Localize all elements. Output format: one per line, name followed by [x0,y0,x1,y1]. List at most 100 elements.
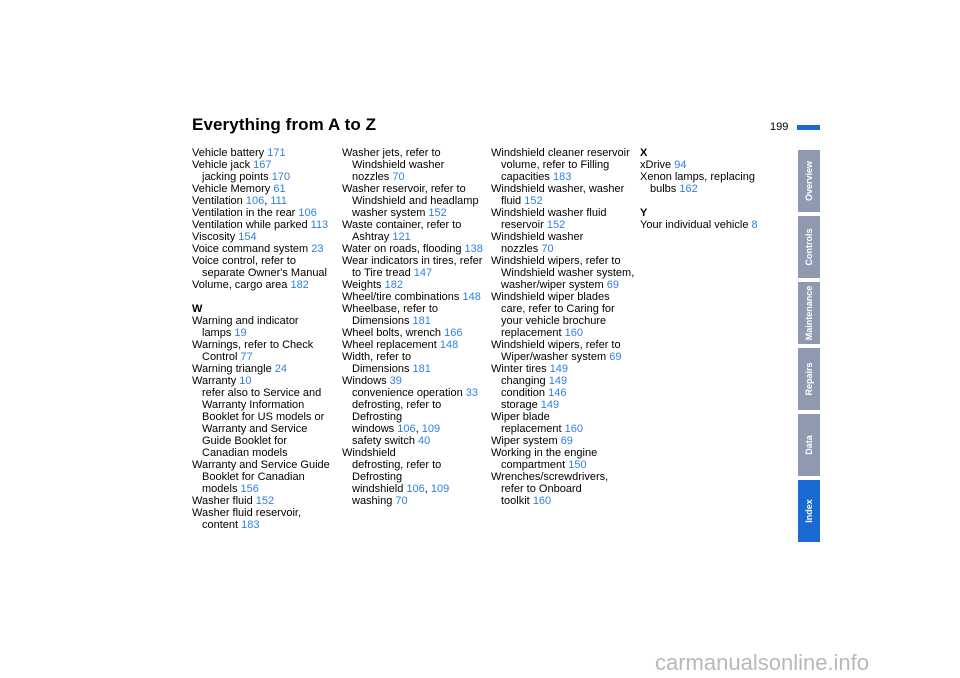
page-reference-link[interactable]: 152 [524,195,543,207]
page-reference-link[interactable]: 146 [548,387,567,399]
index-entry-text: storage [501,399,538,411]
index-entry-text: Ventilation while parked [192,219,308,231]
page-reference-link[interactable]: 149 [548,375,568,387]
index-entry: refer also to Service and [192,387,334,399]
page-reference-link[interactable]: 69 [560,435,573,447]
page-reference-link[interactable]: 106 [245,195,265,207]
page-reference-link[interactable]: 147 [413,267,433,279]
page-reference-link[interactable]: 10 [239,375,252,387]
page-reference-link[interactable]: 8 [751,219,758,231]
page-reference-link[interactable]: 160 [564,423,583,435]
index-entry-text: Windshield washer fluid [491,207,607,219]
page-reference-link[interactable]: 162 [679,183,698,195]
page-reference-link[interactable]: 149 [540,399,560,411]
index-entry-text: capacities [501,171,550,183]
index-entry: Windshield wiper blades [491,291,633,303]
index-entry: xDrive 94 [640,159,782,171]
page-reference-link[interactable]: 61 [273,183,286,195]
page-reference-link[interactable]: 170 [271,171,291,183]
page-reference-link[interactable]: 39 [389,375,402,387]
index-entry-text: Windshield [342,447,396,459]
page-reference-link[interactable]: 111 [270,195,288,207]
page-reference-link[interactable]: 23 [311,243,324,255]
index-entry-text: Booklet for Canadian [202,471,305,483]
page-reference-link[interactable]: 182 [290,279,309,291]
index-entry-text: washer system [352,207,426,219]
page-reference-link[interactable]: 138 [464,243,483,255]
tab-data[interactable]: Data [798,414,820,476]
index-entry: convenience operation 33 [342,387,484,399]
page-reference-link[interactable]: 24 [274,363,287,375]
page-reference-link[interactable]: 148 [462,291,481,303]
tab-overview[interactable]: Overview [798,150,820,212]
index-entry-text: Water on roads, flooding [342,243,462,255]
page-reference-link[interactable]: 40 [418,435,431,447]
page-reference-link[interactable]: 152 [255,495,275,507]
page-reference-link[interactable]: 182 [384,279,403,291]
index-entry: Working in the engine [491,447,633,459]
index-entry: windshield 106, 109 [352,483,450,495]
index-entry: volume, refer to Filling [491,159,633,171]
index-entry: compartment 150 [491,459,633,471]
page-reference-link[interactable]: 121 [392,231,411,243]
page-reference-link[interactable]: 106 [298,207,317,219]
page-reference-link[interactable]: 94 [674,159,687,171]
page-reference-link[interactable]: 106 [397,423,416,435]
index-entry-text: your vehicle brochure [501,315,607,327]
page-reference-link[interactable]: 113 [310,219,329,231]
index-entry-text: Vehicle Memory [192,183,271,195]
page-reference-link[interactable]: 69 [606,279,620,291]
page-reference-link[interactable]: 181 [412,363,431,375]
index-entry: storage 149 [491,399,633,411]
index-entry: Width, refer to [342,351,484,363]
tab-controls[interactable]: Controls [798,216,820,278]
tab-repairs[interactable]: Repairs [798,348,820,410]
page-reference-link[interactable]: 77 [240,351,253,363]
index-entry: Dimensions 181 [342,363,484,375]
page-reference-link[interactable]: 171 [267,147,286,159]
page-reference-link[interactable]: 150 [568,459,587,471]
page-reference-link[interactable]: 148 [439,339,459,351]
page-reference-link[interactable]: 181 [412,315,431,327]
page-reference-link[interactable]: 166 [444,327,463,339]
index-entry: Warranty and Service [192,423,334,435]
index-entry-text: Windshield wiper blades [491,291,610,303]
page-reference-link[interactable]: 109 [430,483,450,495]
page-reference-link[interactable]: 19 [234,327,247,339]
page-reference-link[interactable]: 149 [549,363,569,375]
index-entry-text: Wheel replacement [342,339,437,351]
index-entry-text: Washer jets, refer to [342,147,441,159]
page-reference-link[interactable]: 70 [392,171,405,183]
index-entry-text: xDrive [640,159,672,171]
tab-maintenance[interactable]: Maintenance [798,282,820,344]
page-reference-link[interactable]: 106 [406,483,425,495]
page-reference-link[interactable]: 156 [240,483,259,495]
index-entry-text: Wiper blade [491,411,550,423]
page-reference-link[interactable]: 152 [428,207,447,219]
page-reference-link[interactable]: 33 [465,387,479,399]
index-entry-text: Volume, cargo area [192,279,288,291]
page-reference-link[interactable]: 69 [609,351,622,363]
page-reference-link[interactable]: 154 [238,231,257,243]
page-reference-link[interactable]: 160 [532,495,552,507]
index-entry: Washer reservoir, refer to [342,183,484,195]
page-reference-link[interactable]: 70 [395,495,408,507]
page-reference-link[interactable]: 160 [564,327,583,339]
index-entry: Windshield [342,447,484,459]
index-entry: Ashtray 121 [342,231,484,243]
page-reference-link[interactable]: 152 [546,219,566,231]
tab-index[interactable]: Index [798,480,820,542]
index-entry: Windshield wipers, refer to [491,339,633,351]
index-entry: replacement 160 [491,327,633,339]
index-entry: Warnings, refer to Check [192,339,334,351]
index-entry-text: Winter tires [491,363,547,375]
index-entry-text: Y [640,207,648,219]
page-reference-link[interactable]: 70 [541,243,554,255]
page-reference-link[interactable]: 167 [253,159,272,171]
index-entry-text: Booklet for US models or [202,411,325,423]
page-reference-link[interactable]: 183 [552,171,572,183]
index-entry: Defrosting [342,411,484,423]
page-reference-link[interactable]: 183 [241,519,260,531]
page-reference-link[interactable]: 109 [421,423,441,435]
index-entry-text: washer/wiper system [501,279,604,291]
